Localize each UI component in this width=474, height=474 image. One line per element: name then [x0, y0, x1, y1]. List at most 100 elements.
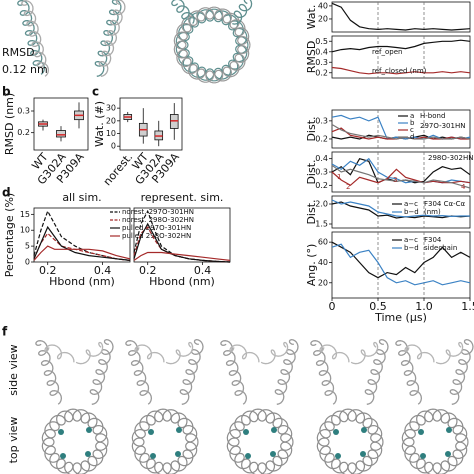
sidechain [446, 427, 452, 433]
y-axis-label: Dist. [305, 199, 318, 224]
row-label: side view [7, 344, 20, 395]
annotation: 2 [346, 183, 350, 191]
annotation: ref_open [372, 48, 402, 56]
x-tick-label: 0.4 [94, 264, 112, 277]
helix [165, 341, 194, 365]
sidechain [270, 451, 276, 457]
helix [35, 340, 63, 405]
y-tick-label: 0.4 [315, 154, 328, 163]
legend-label: pulled 297O-301HN [122, 224, 191, 232]
y-axis-label: Wat. [305, 5, 318, 30]
legend-label: norest. 298O-302HN [122, 216, 194, 224]
helix-ring [316, 408, 384, 474]
series-line [133, 222, 231, 263]
y-tick-label: 0.2 [315, 181, 328, 190]
series-line [331, 164, 471, 189]
annotation: (nm) [424, 208, 441, 216]
y-tick-label: 0 [111, 142, 116, 151]
y-axis-label: Wat. (#) [93, 101, 106, 147]
series-line [331, 241, 471, 279]
y-tick-label: 10 [20, 226, 30, 235]
structures [17, 0, 474, 474]
helix [17, 0, 46, 75]
helix [449, 339, 474, 405]
helix-ring [401, 408, 469, 474]
annotation: H-bond [420, 112, 445, 120]
row-label: top view [7, 417, 20, 464]
legend-label: d [410, 133, 414, 141]
sidechain [271, 427, 277, 433]
y-tick-label: 10 [106, 129, 116, 138]
y-tick-label: 0 [25, 258, 30, 267]
panel-label: d [2, 186, 11, 200]
y-tick-label: 0.4 [315, 47, 328, 56]
helix [435, 341, 464, 365]
y-tick-label: 0.3 [315, 58, 328, 67]
series-line [331, 243, 471, 286]
annotation: 4 [461, 183, 466, 191]
scale-label: RMSD [2, 46, 35, 59]
helix-ring [131, 408, 199, 474]
axis-frame [33, 97, 89, 151]
y-tick-label: 2.0 [315, 200, 328, 209]
helix [220, 340, 248, 405]
x-axis-label: Time (μs) [374, 311, 427, 324]
y-tick-label: 20 [318, 14, 328, 23]
helix [260, 341, 289, 365]
sidechain [420, 453, 426, 459]
y-tick-label: 20 [318, 278, 328, 287]
helix [350, 341, 379, 365]
legend-label: b−d [404, 244, 419, 252]
sidechain [148, 429, 154, 435]
x-axis-label: Hbond (nm) [149, 275, 215, 288]
y-tick-label: 30 [106, 104, 116, 113]
axis-frame [331, 35, 471, 79]
sidechain [361, 427, 367, 433]
x-axis-label: Hbond (nm) [49, 275, 115, 288]
helix [179, 339, 204, 405]
series-line [331, 66, 471, 75]
y-tick-label: 0.2 [17, 128, 30, 137]
annotation: 3 [393, 176, 397, 184]
helix-ring [226, 408, 294, 474]
legend-label: b [410, 119, 415, 127]
y-tick-label: 60 [318, 238, 328, 247]
y-tick-label: 0.3 [315, 168, 328, 177]
helix [44, 344, 75, 363]
series-line [331, 123, 471, 140]
axis-frame [331, 1, 471, 33]
sidechain [243, 429, 249, 435]
sidechain [60, 453, 66, 459]
y-axis-label: RMSD (nm) [3, 93, 16, 155]
legend-label: c [410, 126, 414, 134]
helix-ring [175, 8, 249, 82]
series-line [133, 251, 231, 261]
y-tick-label: 40 [318, 258, 328, 267]
panel-label: c [92, 85, 99, 99]
axis-frame [331, 231, 471, 299]
helix [134, 344, 165, 363]
sidechain [58, 429, 64, 435]
legend-label: a−c [404, 200, 418, 208]
scale-value: 0.12 nm [2, 63, 48, 76]
chart-title: all sim. [62, 191, 101, 204]
sidechain [445, 451, 451, 457]
sidechain [333, 429, 339, 435]
annotation: F304 Cα-Cα [424, 200, 466, 208]
helix [395, 340, 423, 405]
y-tick-label: 1.5 [315, 220, 328, 229]
series-line [331, 168, 471, 187]
y-tick-label: 5 [25, 242, 30, 251]
y-tick-label: 0.5 [315, 37, 328, 46]
y-axis-label: Percentage (%) [3, 193, 16, 277]
helix-ring [41, 408, 109, 474]
legend-label: norest. 297O-301HN [122, 208, 194, 216]
x-tick-label: 0.2 [139, 264, 157, 277]
helix [310, 340, 338, 405]
series-line [331, 39, 471, 53]
panel-label: b [2, 85, 11, 99]
x-tick-label: 0.2 [39, 264, 57, 277]
helix [229, 344, 260, 363]
y-tick-label: 20 [106, 116, 116, 125]
series-line [33, 232, 131, 261]
